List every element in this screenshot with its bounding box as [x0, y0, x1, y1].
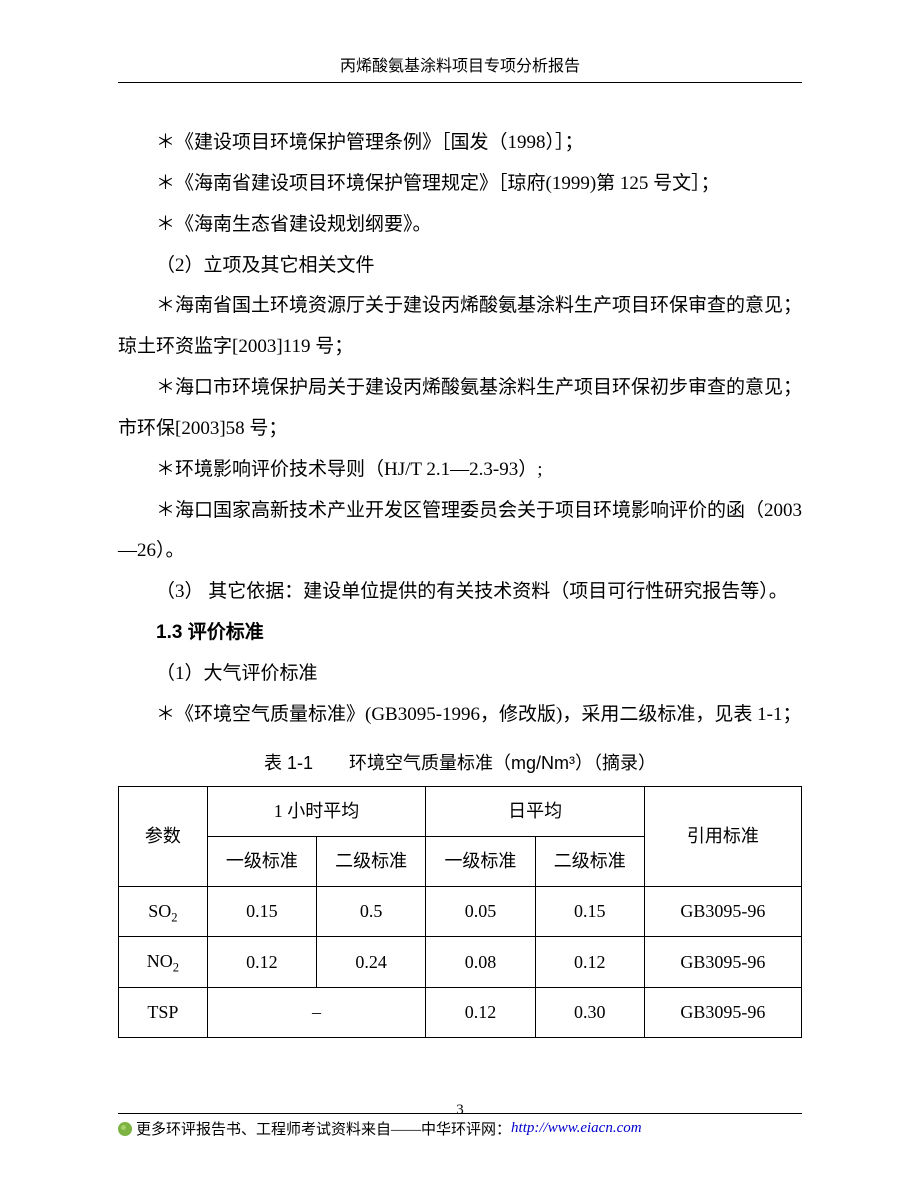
td-ref: GB3095-96 [644, 937, 801, 988]
footer-url[interactable]: http://www.eiacn.com [511, 1120, 642, 1137]
td-d2: 0.12 [535, 937, 644, 988]
td-h2: 0.5 [317, 886, 426, 937]
td-h1: 0.12 [207, 937, 316, 988]
th-ref: 引用标准 [644, 787, 801, 886]
table-row: NO20.120.240.080.12GB3095-96 [119, 937, 802, 988]
th-lvl1: 一级标准 [207, 837, 316, 887]
td-d1: 0.05 [426, 886, 535, 937]
paragraph: （3） 其它依据：建设单位提供的有关技术资料（项目可行性研究报告等）。 [118, 572, 802, 613]
section-heading: 1.3 评价标准 [118, 613, 802, 654]
td-d1: 0.08 [426, 937, 535, 988]
td-ref: GB3095-96 [644, 988, 801, 1038]
table-caption: 表 1-1 环境空气质量标准（mg/Nm³）（摘录） [118, 744, 802, 783]
paragraph: ＊海口国家高新技术产业开发区管理委员会关于项目环境影响评价的函（2003—26）… [118, 491, 802, 573]
table-row: TSP–0.120.30GB3095-96 [119, 988, 802, 1038]
td-h2: 0.24 [317, 937, 426, 988]
page-header-title: 丙烯酸氨基涂料项目专项分析报告 [118, 52, 802, 82]
td-param: TSP [119, 988, 208, 1038]
th-lvl1: 一级标准 [426, 837, 535, 887]
paragraph: ＊《海南省建设项目环境保护管理规定》［琼府(1999)第 125 号文］； [118, 164, 802, 205]
paragraph: ＊环境影响评价技术导则（HJ/T 2.1—2.3-93）; [118, 450, 802, 491]
header-rule [118, 82, 802, 83]
th-day: 日平均 [426, 787, 645, 837]
table-header-row: 参数 1 小时平均 日平均 引用标准 [119, 787, 802, 837]
td-d2: 0.30 [535, 988, 644, 1038]
page-footer: 更多环评报告书、工程师考试资料来自—— 中华环评网： http://www.ei… [118, 1113, 802, 1139]
globe-icon [118, 1122, 132, 1136]
td-param: SO2 [119, 886, 208, 937]
footer-text: 更多环评报告书、工程师考试资料来自—— [136, 1118, 421, 1139]
td-d1: 0.12 [426, 988, 535, 1038]
th-hour: 1 小时平均 [207, 787, 426, 837]
paragraph: ＊《环境空气质量标准》(GB3095-1996，修改版)，采用二级标准，见表 1… [118, 695, 802, 736]
paragraph: ＊《海南生态省建设规划纲要》。 [118, 205, 802, 246]
footer-site-name: 中华环评网： [421, 1118, 511, 1139]
air-quality-table: 参数 1 小时平均 日平均 引用标准 一级标准 二级标准 一级标准 二级标准 S… [118, 786, 802, 1037]
td-h1: 0.15 [207, 886, 316, 937]
table-row: SO20.150.50.050.15GB3095-96 [119, 886, 802, 937]
paragraph: ＊《建设项目环境保护管理条例》［国发（1998）］； [118, 123, 802, 164]
td-ref: GB3095-96 [644, 886, 801, 937]
td-h-merged: – [207, 988, 426, 1038]
paragraph: ＊海口市环境保护局关于建设丙烯酸氨基涂料生产项目环保初步审查的意见； 市环保[2… [118, 368, 802, 450]
paragraph: （2）立项及其它相关文件 [118, 246, 802, 287]
th-lvl2: 二级标准 [317, 837, 426, 887]
paragraph: （1）大气评价标准 [118, 654, 802, 695]
document-body: ＊《建设项目环境保护管理条例》［国发（1998）］； ＊《海南省建设项目环境保护… [118, 123, 802, 1038]
paragraph: ＊海南省国土环境资源厅关于建设丙烯酸氨基涂料生产项目环保审查的意见； 琼土环资监… [118, 286, 802, 368]
th-lvl2: 二级标准 [535, 837, 644, 887]
td-d2: 0.15 [535, 886, 644, 937]
th-param: 参数 [119, 787, 208, 886]
td-param: NO2 [119, 937, 208, 988]
